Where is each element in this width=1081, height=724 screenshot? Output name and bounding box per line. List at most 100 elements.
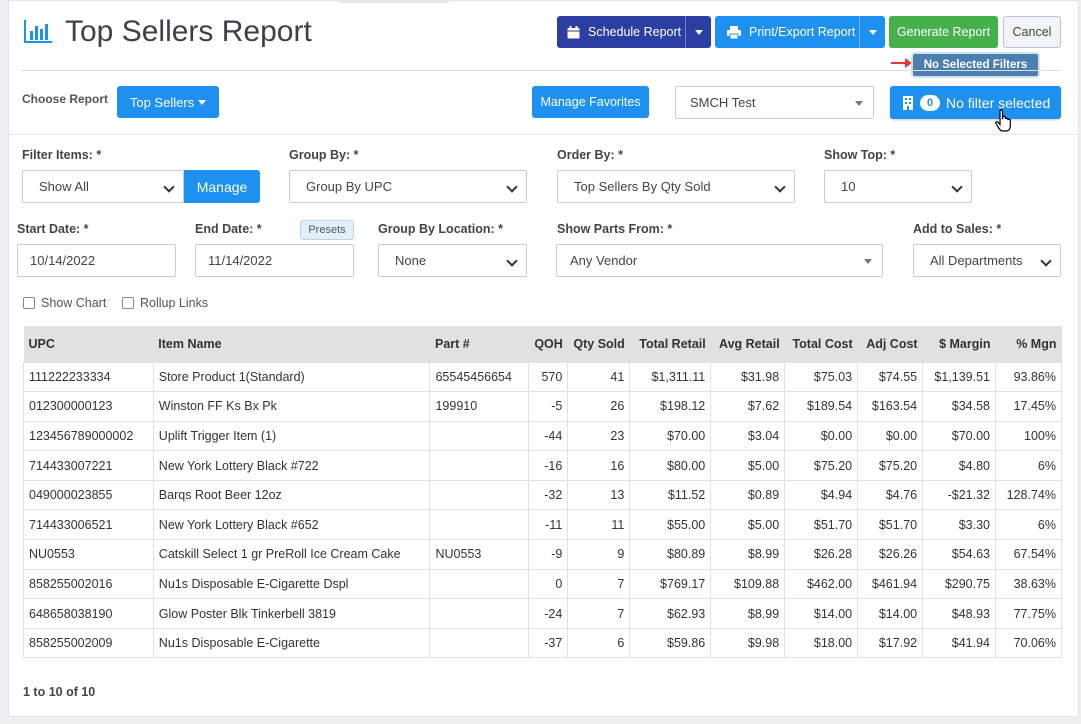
table-cell: $11.52 [629, 479, 712, 511]
manage-filter-button[interactable]: Manage [184, 170, 260, 203]
schedule-dropdown-toggle[interactable] [685, 16, 711, 48]
table-cell: 858255002009 [23, 627, 154, 659]
manage-favorites-button[interactable]: Manage Favorites [532, 86, 649, 118]
chevron-down-icon [868, 29, 877, 35]
column-header[interactable]: Total Retail [639, 336, 706, 351]
table-cell: $70.00 [922, 420, 996, 452]
table-cell: New York Lottery Black #722 [152, 450, 431, 481]
table-cell [429, 598, 530, 629]
table-cell [429, 509, 530, 541]
column-header[interactable]: Adj Cost [866, 336, 918, 351]
chevron-down-icon [774, 181, 786, 193]
top-strip [339, 0, 449, 3]
table-cell [429, 568, 530, 600]
chevron-down-icon [855, 101, 863, 106]
table-row[interactable]: 012300000123 Winston FF Ks Bx Pk 199910 -5 2… [23, 391, 1062, 422]
table-cell: 049000023855 [23, 479, 154, 511]
chevron-down-icon [506, 181, 518, 193]
column-header[interactable]: Qty Sold [573, 336, 625, 351]
group-location-select[interactable]: None [378, 244, 527, 277]
table-row[interactable]: 123456789000002 Uplift Trigger Item (1) -4… [23, 420, 1062, 452]
filter-count-badge: 0 [920, 94, 940, 111]
start-date-input[interactable]: 10/14/2022 [17, 244, 176, 277]
store-select[interactable]: SMCH Test [675, 86, 874, 119]
checkbox-box[interactable] [122, 297, 134, 309]
schedule-report-button[interactable]: Schedule Report [557, 16, 711, 48]
table-cell: 9 [567, 539, 631, 570]
table-cell: $8.99 [710, 598, 786, 629]
filter-items-label: Filter Items: * [22, 148, 102, 162]
table-body: 111222233334 Store Product 1(Standard) 655… [23, 361, 1062, 659]
red-arrow-icon [891, 58, 912, 68]
table-cell: 714433007221 [23, 450, 154, 481]
table-cell [429, 479, 530, 511]
table-row[interactable]: NU0553 Catskill Select 1 gr PreRoll Ice C… [23, 539, 1062, 570]
results-table: UPC Item Name Part # QOH Qty Sold Total Retai… [23, 326, 1062, 659]
table-row[interactable]: 648658038190 Glow Poster Blk Tinkerbell 3… [23, 598, 1062, 629]
column-header[interactable]: $ Margin [939, 336, 991, 351]
no-filters-tooltip: No Selected Filters [913, 54, 1038, 76]
group-location-value: None [395, 253, 427, 268]
table-row[interactable]: 858255002009 Nu1s Disposable E-Cigarette -… [23, 627, 1062, 659]
filter-selection-label: No filter selected [946, 94, 1051, 111]
show-chart-label: Show Chart [41, 296, 107, 310]
column-header[interactable]: % Mgn [1016, 336, 1057, 351]
order-by-select[interactable]: Top Sellers By Qty Sold [557, 170, 795, 203]
column-header[interactable]: Item Name [158, 336, 222, 351]
table-row[interactable]: 111222233334 Store Product 1(Standard) 655… [23, 361, 1062, 393]
printer-icon [727, 25, 741, 39]
table-cell: $290.75 [922, 568, 996, 600]
chevron-down-icon [951, 181, 963, 193]
table-cell: 199910 [429, 391, 530, 422]
column-header[interactable]: Avg Retail [719, 336, 780, 351]
table-cell: 6% [995, 509, 1062, 541]
presets-button[interactable]: Presets [300, 220, 354, 240]
table-header-row: UPC Item Name Part # QOH Qty Sold Total Retai… [23, 326, 1062, 362]
table-cell: -24 [528, 598, 569, 629]
cancel-button[interactable]: Cancel [1003, 16, 1061, 48]
store-select-value: SMCH Test [690, 95, 756, 110]
filter-selection-button[interactable]: 0 No filter selected [890, 86, 1061, 119]
filter-items-select[interactable]: Show All [22, 170, 184, 203]
table-cell: 6% [995, 450, 1062, 481]
end-date-label: End Date: * [195, 222, 262, 236]
table-cell: $8.99 [710, 539, 786, 570]
table-cell: 16 [567, 450, 631, 481]
add-sales-value: All Departments [930, 253, 1023, 268]
table-cell: $5.00 [710, 509, 786, 541]
table-row[interactable]: 049000023855 Barqs Root Beer 12oz -32 13 $11… [23, 479, 1062, 511]
column-header[interactable]: UPC [28, 336, 55, 351]
table-cell: $0.00 [784, 420, 859, 452]
table-cell: 70.06% [995, 627, 1062, 659]
show-top-select[interactable]: 10 [824, 170, 972, 203]
add-sales-select[interactable]: All Departments [913, 244, 1061, 277]
print-export-button[interactable]: Print/Export Report [715, 16, 885, 48]
group-by-select[interactable]: Group By UPC [289, 170, 527, 203]
rollup-links-checkbox[interactable]: Rollup Links [122, 296, 208, 310]
table-cell: $163.54 [857, 391, 924, 422]
table-cell: 111222233334 [23, 361, 154, 393]
table-row[interactable]: 714433007221 New York Lottery Black #722 -… [23, 450, 1062, 481]
table-cell: -$21.32 [922, 479, 996, 511]
print-export-label: Print/Export Report [749, 25, 856, 39]
end-date-input[interactable]: 11/14/2022 [195, 244, 354, 277]
table-cell: -9 [528, 539, 569, 570]
print-dropdown-toggle[interactable] [859, 16, 885, 48]
report-type-dropdown[interactable]: Top Sellers [117, 86, 219, 118]
column-header[interactable]: QOH [534, 336, 563, 351]
table-cell: Store Product 1(Standard) [152, 361, 431, 393]
column-header[interactable]: Part # [434, 336, 470, 351]
table-cell: 128.74% [995, 479, 1062, 511]
table-cell: 41 [567, 361, 631, 393]
add-sales-label: Add to Sales: * [913, 222, 1002, 236]
checkbox-box[interactable] [23, 297, 35, 309]
generate-report-button[interactable]: Generate Report [889, 16, 998, 48]
show-chart-checkbox[interactable]: Show Chart [23, 296, 106, 310]
table-row[interactable]: 714433006521 New York Lottery Black #652 -… [23, 509, 1062, 541]
table-row[interactable]: 858255002016 Nu1s Disposable E-Cigarette … [23, 568, 1062, 600]
table-cell: Barqs Root Beer 12oz [152, 479, 431, 511]
table-cell: $14.00 [784, 598, 859, 629]
table-cell: 26 [567, 391, 631, 422]
column-header[interactable]: Total Cost [792, 336, 853, 351]
parts-from-select[interactable]: Any Vendor [556, 244, 883, 277]
